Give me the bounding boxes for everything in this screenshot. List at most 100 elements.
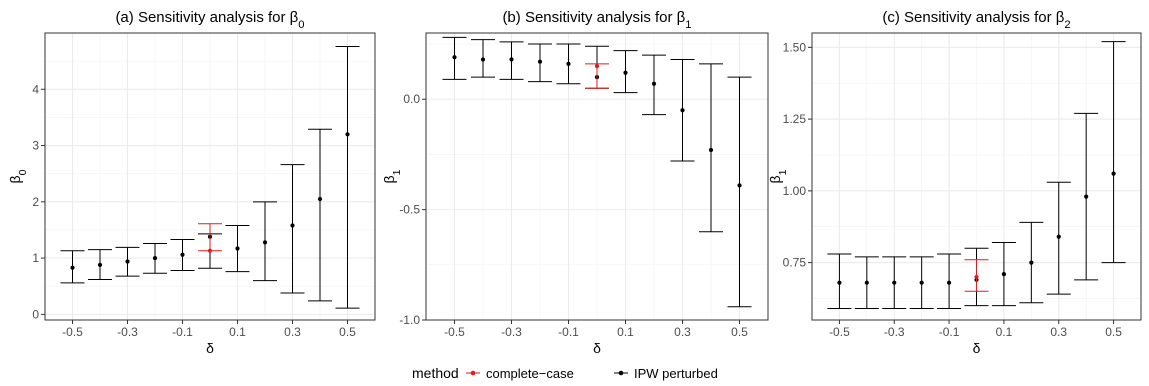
- data-point: [623, 70, 628, 75]
- panel-title-text: (a) Sensitivity analysis for β: [115, 9, 298, 26]
- data-point: [207, 248, 213, 253]
- data-point: [651, 81, 657, 86]
- data-point: [919, 280, 924, 285]
- panel-title: (a) Sensitivity analysis for β0: [115, 9, 304, 31]
- x-tick-label: -0.1: [172, 325, 193, 339]
- y-axis-label-text: β: [7, 175, 23, 183]
- panel-border: [811, 32, 1142, 321]
- legend-key-point: [618, 370, 624, 376]
- panel-border: [425, 32, 769, 321]
- legend-label: IPW perturbed: [634, 366, 718, 381]
- y-tick-label: 2: [32, 195, 39, 209]
- y-tick-label: -0.5: [399, 203, 420, 217]
- panel-b: -0.5 -0.3 -0.1 0.1 0.3 0.5 -1.0 -0.5 0.0 (b) Sens…: [381, 9, 769, 356]
- x-tick-label: 0.5: [731, 325, 748, 339]
- y-tick-label: 1.25: [783, 112, 807, 126]
- x-tick-label: -0.1: [939, 325, 960, 339]
- series-complete-case: [585, 63, 609, 89]
- x-tick-label: 0.5: [1105, 325, 1122, 339]
- panel-a: -0.5 -0.3 -0.1 0.1 0.3 0.5 0 1 2 3 4 (a) Sensitivit…: [7, 9, 376, 356]
- data-point: [152, 255, 158, 261]
- data-point: [1001, 271, 1007, 277]
- y-axis-label: β1: [767, 169, 789, 183]
- subscript: 1: [777, 169, 789, 175]
- y-tick-label: 1: [32, 251, 39, 265]
- x-tick-label: 0.3: [674, 325, 691, 339]
- y-tick-label: 1.00: [783, 184, 807, 198]
- x-tick-label: 0.3: [1050, 325, 1067, 339]
- x-tick-label: -0.5: [444, 325, 465, 339]
- panel-title-text: (c) Sensitivity analysis for β: [882, 9, 1064, 26]
- data-point: [1084, 194, 1089, 199]
- data-point: [946, 280, 952, 285]
- series-complete-case: [964, 259, 989, 292]
- panel-border: [44, 32, 376, 321]
- data-point: [235, 246, 240, 251]
- data-point: [1056, 234, 1061, 239]
- x-axis-label: δ: [206, 340, 214, 356]
- legend-key-point: [470, 370, 476, 376]
- x-tick-label: -0.3: [117, 325, 138, 339]
- y-axis-label-text: β: [767, 175, 783, 183]
- data-point: [290, 223, 295, 228]
- y-tick-label: 0.0: [403, 92, 420, 106]
- data-point: [97, 262, 103, 267]
- x-tick-label: -0.3: [884, 325, 905, 339]
- subscript: 2: [1064, 19, 1070, 31]
- data-point: [452, 55, 457, 60]
- data-point: [180, 252, 185, 257]
- data-point: [708, 147, 714, 153]
- data-point: [892, 280, 897, 285]
- data-point: [837, 280, 842, 285]
- x-tick-label: -0.3: [501, 325, 522, 339]
- x-tick-label: -0.5: [829, 325, 850, 339]
- data-point: [509, 57, 514, 62]
- panel-c: -0.5 -0.3 -0.1 0.1 0.3 0.5 0.75 1.00 1.25 1.50 (c)…: [767, 9, 1142, 356]
- y-tick-label: 3: [32, 139, 39, 153]
- y-axis-label: β0: [7, 169, 29, 183]
- x-tick-label: 0.1: [229, 325, 246, 339]
- x-tick-label: -0.5: [62, 325, 83, 339]
- data-point: [480, 57, 486, 62]
- panel-title-text: (b) Sensitivity analysis for β: [502, 9, 685, 26]
- y-tick-label: -1.0: [399, 313, 420, 327]
- x-tick-label: 0.1: [996, 325, 1013, 339]
- data-point: [1111, 171, 1116, 176]
- subscript: 0: [17, 169, 29, 175]
- data-point: [345, 132, 350, 137]
- data-point: [974, 274, 979, 280]
- x-tick-label: 0.1: [617, 325, 634, 339]
- y-tick-label: 0.75: [783, 256, 807, 270]
- x-tick-label: 0.5: [339, 325, 356, 339]
- legend-title: method: [412, 365, 459, 381]
- y-tick-label: 4: [32, 82, 39, 96]
- data-point: [1029, 260, 1034, 265]
- data-point: [864, 280, 869, 285]
- legend: method complete−case IPW perturbed: [412, 365, 718, 381]
- data-point: [537, 59, 543, 64]
- x-axis-label: δ: [593, 340, 601, 356]
- data-point: [70, 265, 75, 270]
- x-tick-label: -0.1: [558, 325, 579, 339]
- data-point: [680, 108, 685, 113]
- data-point: [566, 61, 571, 67]
- series-complete-case: [198, 223, 222, 253]
- y-tick-label: 1.50: [783, 40, 807, 54]
- legend-item: complete−case: [466, 366, 574, 381]
- data-point: [594, 64, 600, 69]
- x-axis-label: δ: [973, 340, 981, 356]
- subscript: 1: [391, 169, 403, 175]
- subscript: 0: [298, 19, 304, 31]
- legend-item: IPW perturbed: [614, 366, 718, 381]
- y-axis-label: β1: [381, 169, 403, 183]
- y-tick-label: 0: [32, 307, 39, 321]
- y-axis-label-text: β: [381, 175, 397, 183]
- subscript: 1: [685, 19, 691, 31]
- data-point: [317, 196, 323, 202]
- series-ipw-perturbed: [60, 46, 360, 309]
- data-point: [737, 183, 742, 188]
- series-ipw-perturbed: [827, 41, 1126, 310]
- data-point: [125, 259, 130, 264]
- panel-title: (c) Sensitivity analysis for β2: [882, 9, 1070, 31]
